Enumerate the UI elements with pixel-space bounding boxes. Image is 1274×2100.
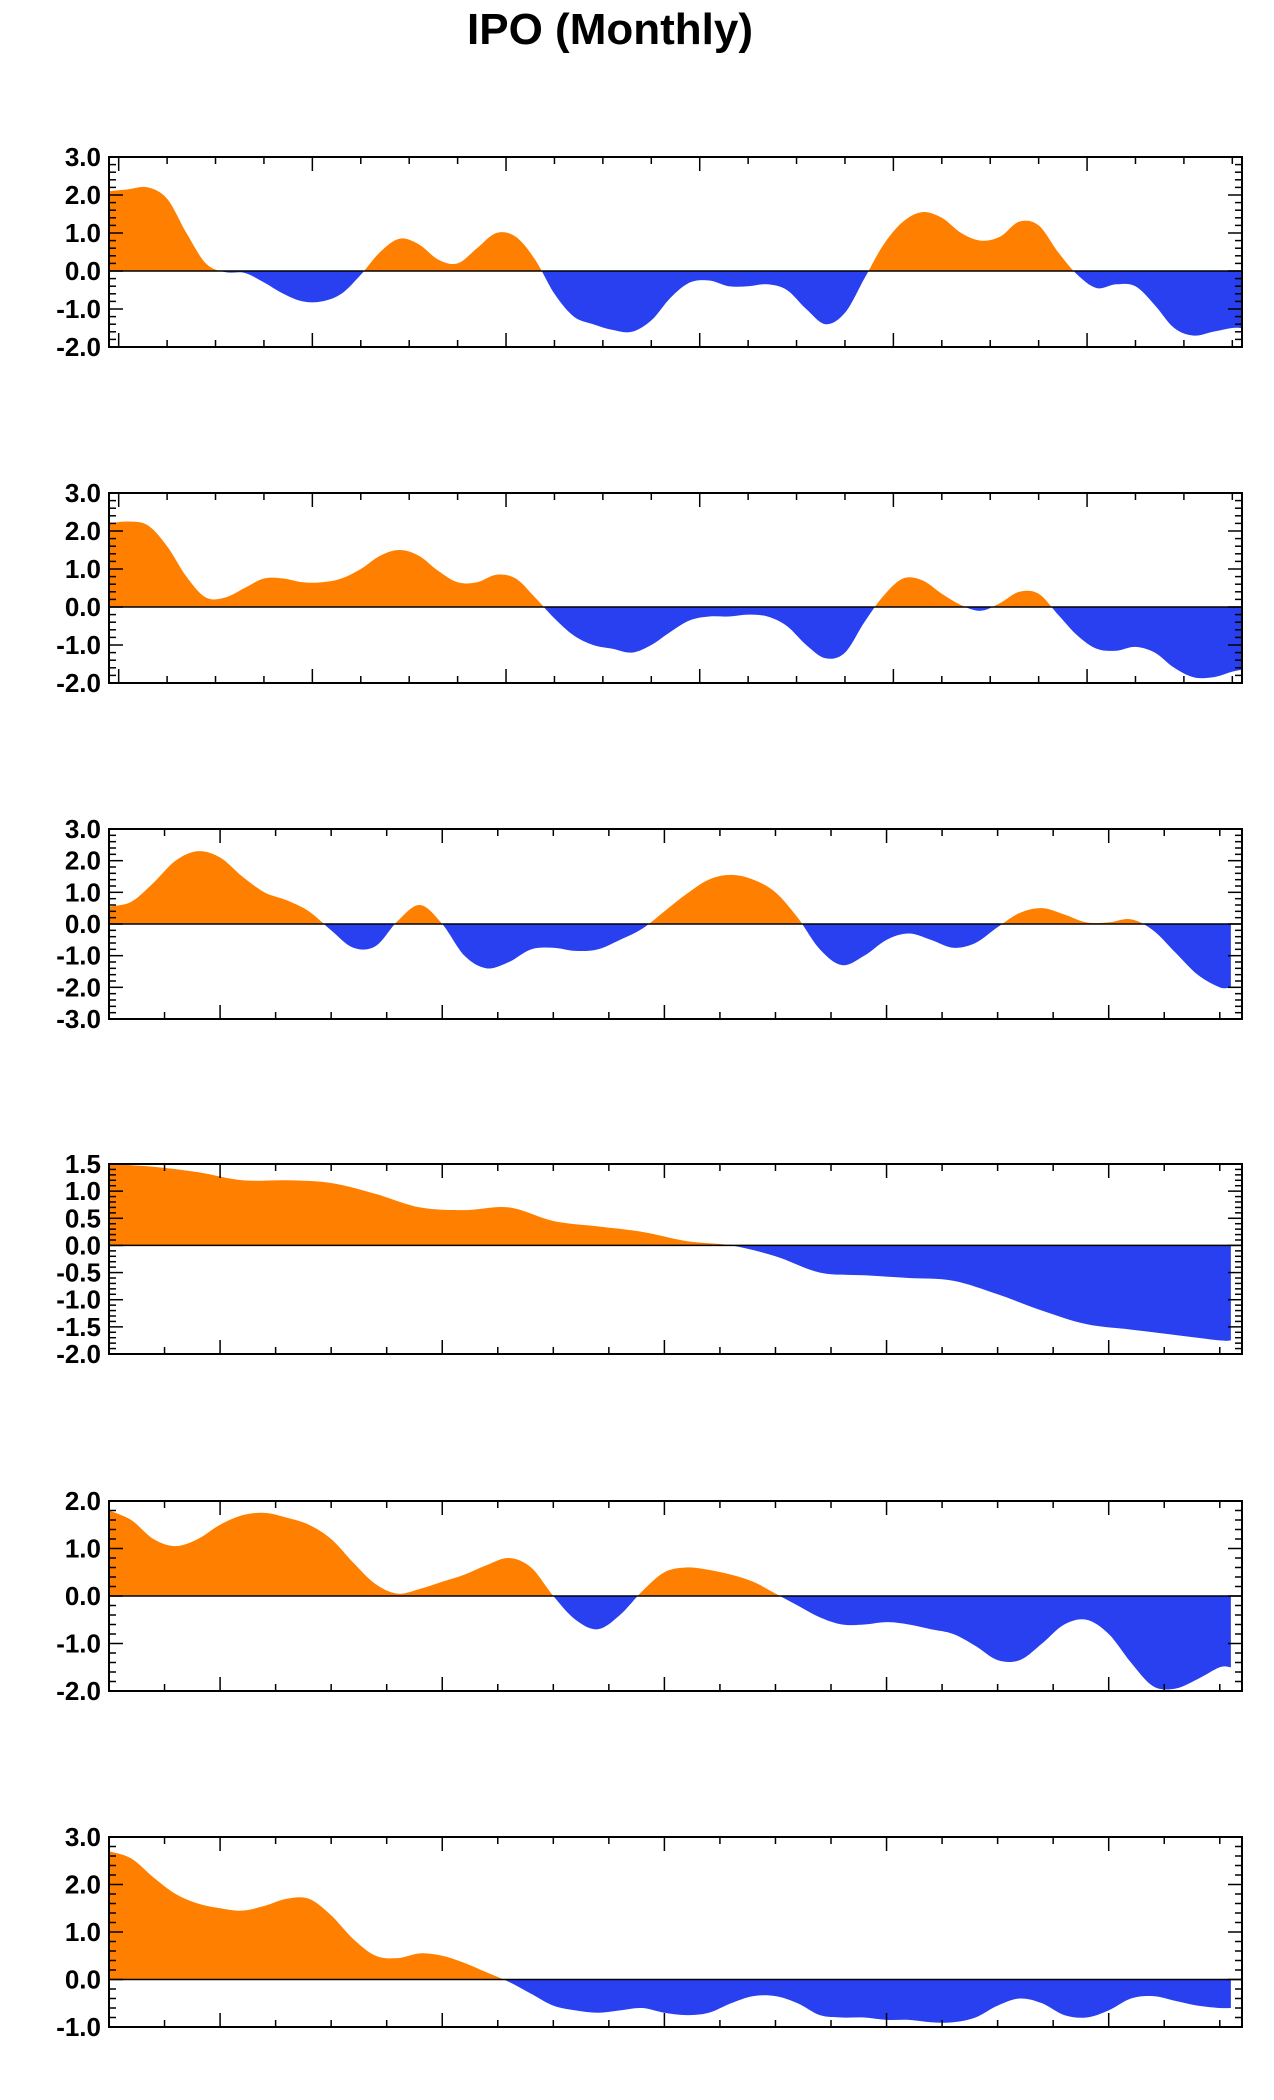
y-tick-label: -2.0: [56, 972, 101, 1002]
y-tick-label: -3.0: [56, 1004, 101, 1034]
chart-panel-1: -2.0 -1.0 0.0 1.0 2.0 3.0: [56, 142, 1243, 362]
negative-area: [109, 1596, 1231, 1690]
area-fill-group: [109, 186, 1242, 336]
y-tick-label: 3.0: [65, 814, 101, 844]
figure-title: IPO (Monthly): [467, 5, 753, 54]
y-tick-label: -1.0: [56, 1629, 101, 1659]
chart-panel-3: -3.0-2.0-1.00.01.02.03.0: [56, 814, 1243, 1034]
y-tick-label: -1.0: [56, 2012, 101, 2042]
y-tick-label: 3.0: [65, 142, 101, 172]
plot-frame: [108, 1163, 1243, 1355]
negative-area: [109, 271, 1242, 336]
y-tick-label: 2.0: [65, 1486, 101, 1516]
area-fill-group: [109, 521, 1242, 679]
area-fill-group: [109, 851, 1231, 989]
y-tick-label: 0.0: [65, 1965, 101, 1995]
y-tick-label: 1.0: [65, 1917, 101, 1947]
y-tick-label: 0.0: [65, 592, 101, 622]
positive-area: [109, 1851, 1231, 1980]
chart-panel-5: -2.0 -1.0 0.0 1.0 2.0: [56, 1486, 1243, 1706]
positive-area: [109, 521, 1242, 607]
positive-area: [109, 1164, 732, 1246]
area-fill-group: [109, 1510, 1231, 1690]
y-tick-label: 0.5: [65, 1203, 101, 1233]
y-tick-label: 0.0: [65, 909, 101, 939]
negative-area: [109, 607, 1242, 679]
negative-area: [109, 924, 1231, 989]
y-tick-label: -1.5: [56, 1312, 101, 1342]
chart-panel-6: -1.0 0.0 1.0 2.0 3.0: [56, 1822, 1243, 2042]
y-tick-label: -1.0: [56, 941, 101, 971]
negative-area: [109, 1979, 1231, 2023]
y-tick-label: 2.0: [65, 180, 101, 210]
y-tick-label: 2.0: [65, 516, 101, 546]
y-tick-label: 3.0: [65, 478, 101, 508]
y-tick-label: 1.0: [65, 1534, 101, 1564]
plot-frame: [108, 492, 1243, 684]
y-tick-label: 3.0: [65, 1822, 101, 1852]
positive-area: [109, 186, 1242, 271]
positive-area: [109, 851, 1231, 924]
chart-panel-2: -2.0 -1.0 0.0 1.0 2.0 3.0: [56, 478, 1243, 698]
plot-frame: [108, 156, 1243, 348]
area-fill-group: [109, 1851, 1231, 2023]
y-tick-label: 2.0: [65, 846, 101, 876]
positive-area: [109, 1510, 1231, 1596]
y-tick-label: 2.0: [65, 1870, 101, 1900]
y-tick-label: 0.0: [65, 256, 101, 286]
y-tick-label: -2.0: [56, 1676, 101, 1706]
y-tick-label: -2.0: [56, 1339, 101, 1369]
y-tick-label: -1.0: [56, 630, 101, 660]
y-tick-label: -1.0: [56, 1285, 101, 1315]
y-tick-label: 1.0: [65, 1176, 101, 1206]
chart-panel-4: -2.0-1.5-1.0-0.50.00.51.01.5: [56, 1149, 1243, 1369]
y-tick-label: 1.0: [65, 218, 101, 248]
y-tick-label: 1.5: [65, 1149, 101, 1179]
y-tick-label: -0.5: [56, 1258, 101, 1288]
area-fill-group: [109, 1164, 1231, 1341]
y-tick-label: 1.0: [65, 554, 101, 584]
y-tick-label: 0.0: [65, 1581, 101, 1611]
y-tick-label: 1.0: [65, 877, 101, 907]
y-tick-label: 0.0: [65, 1230, 101, 1260]
y-tick-label: -2.0: [56, 668, 101, 698]
negative-area: [109, 1245, 1231, 1341]
y-tick-label: -2.0: [56, 332, 101, 362]
chart-panels: -2.0-1.00.01.02.03.0-2.0-1.00.01.02.03.0…: [56, 142, 1243, 2042]
y-tick-label: -1.0: [56, 294, 101, 324]
